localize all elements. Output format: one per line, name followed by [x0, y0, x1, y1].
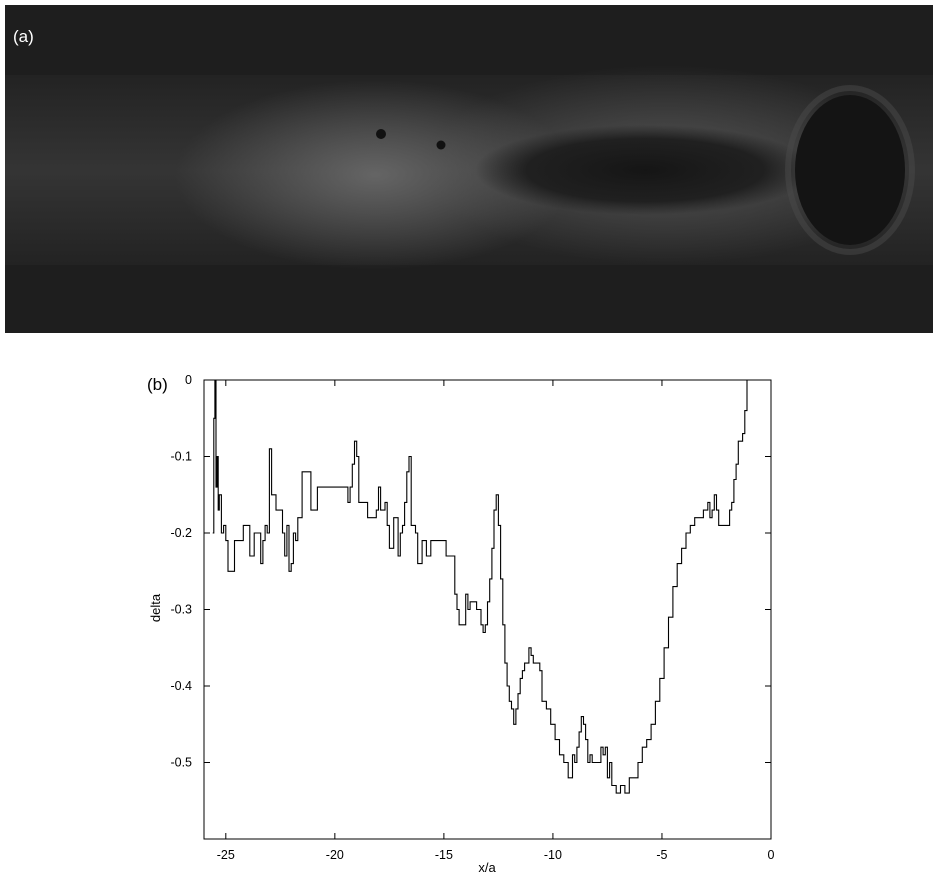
y-tick-label: -0.5 — [170, 756, 192, 770]
x-tick-label: -10 — [544, 848, 562, 862]
x-axis-title: x/a — [478, 860, 496, 875]
y-tick-label: -0.3 — [170, 603, 192, 617]
photo-panel-a: (a) — [5, 5, 933, 333]
y-tick-label: 0 — [185, 373, 192, 387]
dark-spot — [376, 129, 386, 139]
delta-line-chart: (b) -25 -20 -15 -10 -5 0 0 -0.1 -0.2 -0.3 -0.4 -0.5… — [147, 373, 775, 875]
delta-series-line — [212, 379, 748, 794]
x-tick-label: 0 — [768, 848, 775, 862]
x-tick-label: -15 — [435, 848, 453, 862]
panel-b-label: (b) — [147, 375, 168, 394]
x-tick-label: -25 — [217, 848, 235, 862]
y-tick-label: -0.1 — [170, 450, 192, 464]
panel-a-label: (a) — [13, 27, 34, 46]
photo-image — [5, 5, 933, 333]
y-tick-label: -0.4 — [170, 679, 192, 693]
axis-ticks: -25 -20 -15 -10 -5 0 0 -0.1 -0.2 -0.3 -0.4 -0.5 — [170, 373, 774, 862]
plot-panel-b: (b) -25 -20 -15 -10 -5 0 0 -0.1 -0.2 -0.3 -0.4 -0.5… — [0, 360, 933, 876]
y-tick-label: -0.2 — [170, 526, 192, 540]
dark-spot — [436, 140, 446, 150]
x-tick-label: -20 — [326, 848, 344, 862]
x-tick-label: -5 — [656, 848, 667, 862]
y-axis-title: delta — [148, 593, 163, 622]
